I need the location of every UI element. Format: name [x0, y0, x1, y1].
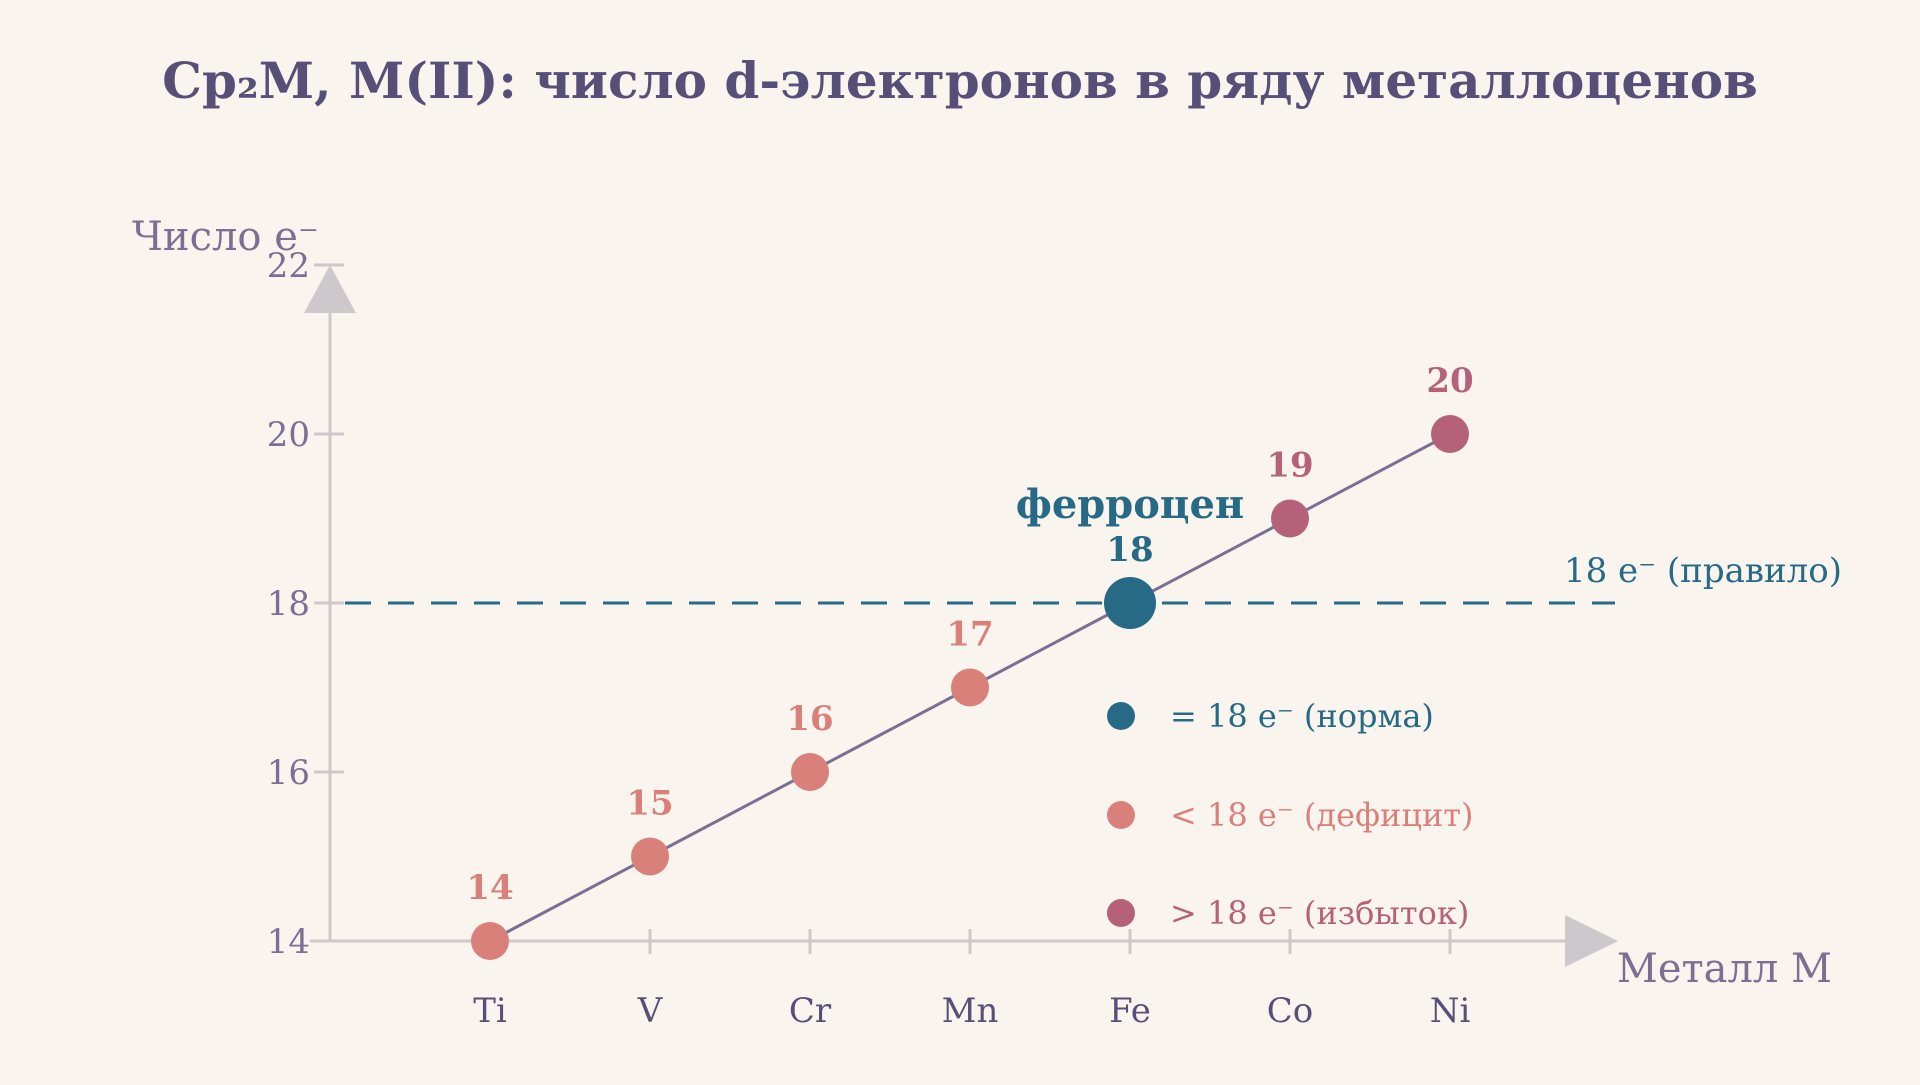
- x-tick-label: Mn: [942, 991, 999, 1031]
- x-tick-label: Ti: [473, 991, 507, 1031]
- legend: = 18 e⁻ (норма) < 18 e⁻ (дефицит) > 18 e⁻ …: [1107, 697, 1473, 932]
- annotation-ferrocene: ферроцен: [1016, 481, 1244, 528]
- data-point-v: [631, 837, 669, 876]
- reference-line-label: 18 e⁻ (правило): [1564, 551, 1842, 591]
- data-label-ni: 20: [1426, 361, 1473, 401]
- legend-marker-norm: [1107, 702, 1135, 730]
- data-point-co: [1271, 499, 1309, 538]
- y-tick-label: 22: [267, 246, 310, 286]
- legend-label-norm: = 18 e⁻ (норма): [1170, 697, 1434, 735]
- chart-title: Cp₂M, M(II): число d-электронов в ряду м…: [162, 51, 1758, 110]
- data-label-co: 19: [1266, 446, 1313, 486]
- legend-marker-excess: [1107, 899, 1135, 927]
- y-tick-label: 16: [267, 753, 310, 793]
- legend-label-deficit: < 18 e⁻ (дефицит): [1170, 796, 1473, 834]
- data-point-fe: [1104, 577, 1156, 629]
- data-label-ti: 14: [466, 868, 513, 908]
- x-tick-label: Cr: [789, 991, 832, 1031]
- x-axis-arrow: [1565, 915, 1618, 967]
- data-label-v: 15: [626, 784, 673, 824]
- data-point-cr: [791, 753, 829, 791]
- data-point-mn: [951, 668, 989, 707]
- y-tick-label: 14: [267, 922, 310, 962]
- legend-label-excess: > 18 e⁻ (избыток): [1170, 894, 1469, 932]
- data-point-ni: [1431, 415, 1469, 453]
- axes: 14 16 18 20 22 Ti V Cr Mn Fe Co Ni Число e⁻ Металл M: [132, 214, 1832, 1031]
- x-tick-label: Fe: [1109, 991, 1151, 1031]
- y-tick-label: 18: [267, 584, 310, 624]
- data-label-cr: 16: [786, 699, 833, 739]
- reference-layer: 18 e⁻ (правило): [345, 551, 1842, 605]
- y-axis-arrow: [304, 265, 356, 313]
- data-label-mn: 17: [946, 615, 993, 655]
- legend-marker-deficit: [1107, 801, 1135, 829]
- data-label-fe: 18: [1106, 530, 1153, 570]
- series-layer: 14 15 16 17 18 19 20 ферроцен: [466, 361, 1474, 960]
- x-tick-label: V: [637, 991, 664, 1031]
- y-axis-title: Число e⁻: [132, 214, 319, 260]
- x-axis-title: Металл M: [1617, 946, 1832, 992]
- data-point-ti: [471, 922, 509, 960]
- x-tick-label: Ni: [1430, 991, 1471, 1031]
- y-tick-label: 20: [267, 415, 310, 455]
- x-tick-label: Co: [1267, 991, 1313, 1031]
